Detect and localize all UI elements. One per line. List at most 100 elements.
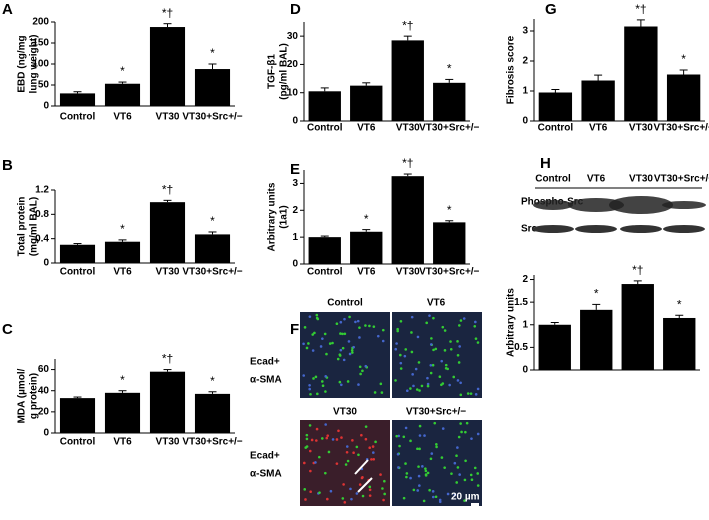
significance: *†	[632, 263, 643, 277]
cell	[404, 348, 408, 351]
cell	[446, 492, 450, 496]
cell	[420, 384, 424, 388]
cell	[357, 453, 360, 457]
cell	[373, 391, 377, 394]
cell	[405, 475, 408, 479]
cell	[474, 337, 478, 340]
cell	[410, 331, 413, 334]
cell	[352, 345, 355, 349]
significance: *	[364, 212, 369, 226]
cell	[349, 487, 352, 491]
x-tick-label: Control	[60, 112, 96, 123]
micrographs	[300, 312, 482, 506]
blot-column-label: VT6	[587, 174, 606, 185]
cell	[417, 361, 421, 364]
y-tick-label: 2	[522, 274, 528, 285]
cell	[364, 364, 368, 368]
y-tick-label: 1	[522, 319, 528, 330]
cell	[456, 353, 460, 357]
cell	[341, 346, 345, 350]
cell	[417, 465, 420, 468]
y-tick-label: 1	[522, 86, 528, 97]
cell	[335, 322, 339, 326]
y-axis-label: Fibrosis score	[506, 35, 517, 104]
cell	[396, 329, 400, 333]
cell	[402, 496, 406, 500]
x-tick-label: VT30+Src+/−	[419, 267, 479, 278]
x-tick-label: Control	[60, 437, 96, 448]
x-tick-label: VT30+Src+/−	[419, 123, 479, 134]
cell	[304, 446, 308, 449]
panel-letter: C	[2, 321, 13, 338]
cell	[310, 438, 314, 442]
cell	[463, 478, 467, 482]
cell	[359, 372, 362, 376]
cell	[346, 459, 350, 463]
cell	[342, 358, 346, 362]
cell	[348, 315, 351, 319]
cell	[315, 439, 318, 442]
cell	[340, 383, 343, 387]
cell	[324, 375, 328, 378]
cell	[399, 353, 402, 357]
cell	[303, 326, 307, 329]
cell	[443, 329, 447, 332]
y-tick-label: 20	[38, 406, 50, 417]
cell	[308, 449, 312, 453]
x-tick-label: VT30	[396, 123, 420, 134]
cell	[397, 466, 400, 469]
significance: *	[447, 203, 452, 217]
cell	[354, 320, 357, 324]
x-tick-label: VT30	[156, 112, 180, 123]
cell	[321, 384, 325, 388]
cell	[434, 347, 438, 351]
cell	[460, 430, 463, 434]
cell	[470, 478, 474, 482]
blot-column-label: VT30	[629, 174, 653, 185]
cell	[343, 332, 347, 336]
y-axis-label: Arbitrary units	[506, 288, 517, 357]
bar	[149, 371, 186, 433]
cell	[410, 315, 414, 319]
cell	[424, 469, 428, 473]
cell	[338, 353, 342, 356]
significance: *	[681, 52, 686, 66]
blot-band	[575, 225, 617, 233]
cell	[395, 434, 398, 438]
cell	[348, 352, 352, 356]
cell	[416, 335, 420, 339]
bar	[433, 222, 466, 264]
x-tick-label: Control	[307, 267, 343, 278]
y-tick-label: 0	[292, 259, 298, 270]
significance: *	[210, 46, 215, 60]
cell	[426, 376, 429, 380]
cell	[325, 436, 329, 440]
bar	[308, 237, 341, 264]
cell	[331, 438, 335, 441]
image-label: Control	[327, 298, 363, 309]
panel-letter: E	[290, 161, 300, 178]
cell	[302, 342, 305, 346]
cell	[432, 316, 435, 320]
cell	[355, 492, 359, 495]
cell	[473, 324, 477, 328]
cell	[456, 379, 460, 382]
cell	[397, 434, 401, 438]
cell	[409, 387, 412, 390]
cell	[324, 471, 327, 475]
cell	[336, 357, 340, 361]
cell	[428, 314, 431, 317]
cell	[418, 389, 421, 392]
cell	[435, 445, 438, 449]
cell	[352, 451, 355, 455]
cell	[339, 332, 342, 335]
cell	[356, 319, 360, 323]
cell	[311, 333, 314, 336]
cell	[426, 382, 430, 386]
y-tick-label: 50	[38, 80, 50, 91]
x-tick-label: VT6	[357, 123, 376, 134]
cell	[308, 315, 312, 318]
bar	[104, 392, 141, 433]
cell	[444, 363, 448, 367]
y-tick-label: 100	[32, 59, 49, 70]
